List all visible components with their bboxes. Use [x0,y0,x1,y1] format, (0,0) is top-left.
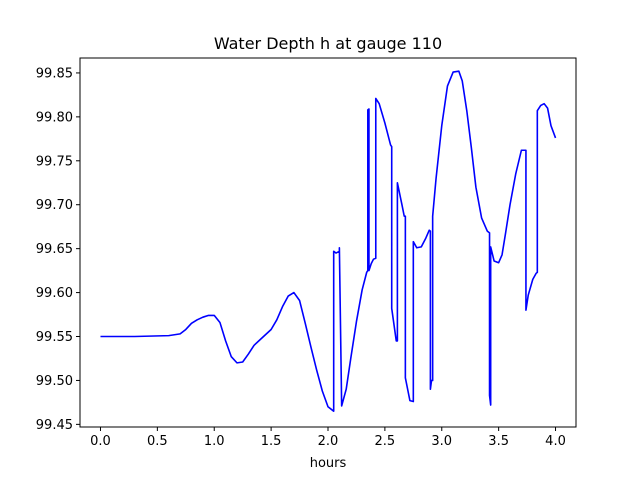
y-tick-label: 99.65 [36,242,73,257]
x-tick-label: 2.0 [318,434,339,449]
x-tick-label: 3.5 [488,434,509,449]
x-tick-label: 3.0 [431,434,452,449]
series-line-0 [100,70,557,412]
y-tick-label: 99.55 [36,330,73,345]
y-tick-label: 99.70 [36,198,73,213]
chart-title: Water Depth h at gauge 110 [214,34,442,53]
y-tick-label: 99.80 [36,110,73,125]
x-tick-label: 0.5 [147,434,168,449]
x-tick-label: 2.5 [375,434,396,449]
x-tick-label: 1.0 [204,434,225,449]
y-tick-label: 99.85 [36,66,73,81]
y-tick-label: 99.75 [36,154,73,169]
y-tick-label: 99.50 [36,374,73,389]
x-tick-label: 4.0 [545,434,566,449]
x-tick-label: 0.0 [90,434,111,449]
x-axis-label: hours [310,456,347,471]
y-tick-label: 99.45 [36,418,73,433]
y-tick-label: 99.60 [36,286,73,301]
y-axis: 99.45 99.50 99.55 99.60 99.65 99.70 99.75 99.80… [36,66,80,433]
x-axis: 0.0 0.5 1.0 1.5 2.0 2.5 3.0 3.5 4.0 [90,427,566,449]
x-tick-label: 1.5 [261,434,282,449]
